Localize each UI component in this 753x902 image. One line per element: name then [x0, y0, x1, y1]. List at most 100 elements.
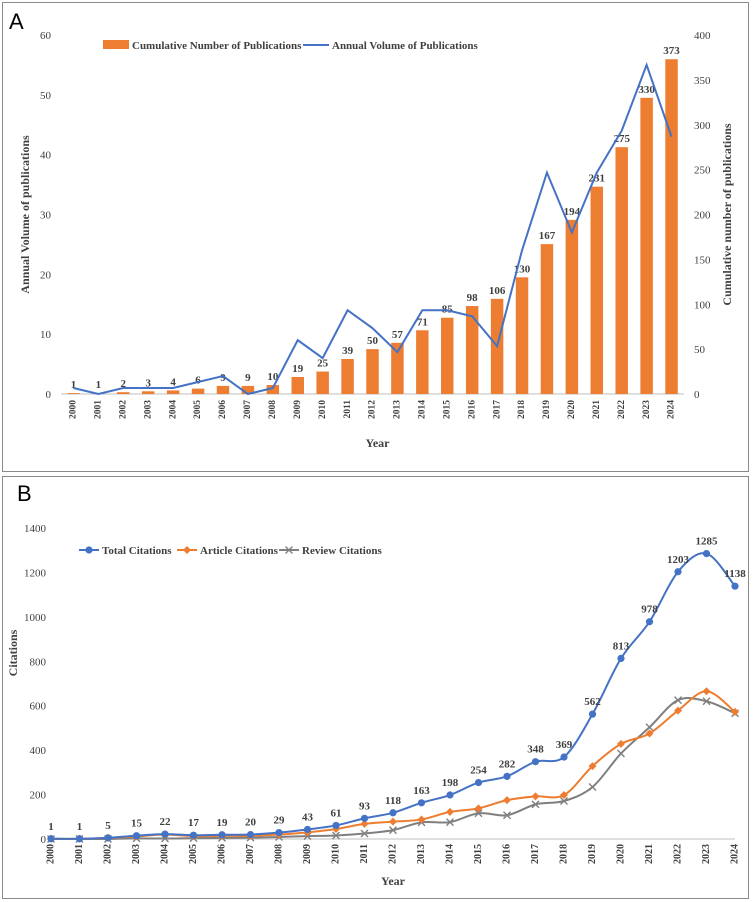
y-tick-label: 30: [40, 210, 52, 222]
marker-total-citations: [132, 832, 141, 840]
x-tick-label: 2013: [393, 400, 403, 419]
data-label-total-citations: 1138: [724, 568, 746, 580]
marker-article-citations: [731, 707, 739, 716]
x-tick-label: 2002: [102, 844, 113, 864]
x-tick-label: 2017: [492, 400, 502, 419]
x-tick-label: 2008: [268, 400, 278, 419]
bar-data-label: 9: [245, 372, 251, 384]
bar-data-label: 1: [71, 379, 77, 391]
x-tick-label: 2010: [330, 844, 341, 864]
y-axis-title: Citations: [6, 629, 20, 676]
bar-cumulative: [291, 376, 304, 394]
marker-article-citations: [588, 762, 597, 771]
x-tick-label: 2006: [218, 400, 228, 419]
x-tick-label: 2022: [617, 400, 627, 419]
legend-marker-diamond: [183, 546, 191, 554]
y2-tick-label: 200: [694, 210, 711, 222]
marker-total-citations: [161, 830, 169, 838]
marker-review-citations: [531, 800, 540, 809]
legend-marker-x: [285, 546, 293, 554]
x-tick-label: 2020: [567, 400, 577, 419]
marker-total-citations: [275, 828, 283, 837]
marker-total-citations: [674, 568, 682, 576]
marker-article-citations: [702, 687, 711, 696]
data-label-total-citations: 1: [48, 821, 54, 833]
data-label-total-citations: 163: [413, 785, 430, 797]
bar-data-label: 330: [638, 84, 655, 96]
marker-review-citations: [674, 696, 682, 705]
series-line-article-citations: [50, 690, 736, 840]
bar-cumulative: [67, 393, 80, 394]
bar-cumulative: [341, 358, 354, 394]
y2-tick-label: 250: [694, 165, 711, 177]
panel-a: A 0 10 20 30 40 50 60 0 50 100 150 200 250 300 350 400 1…: [2, 2, 749, 472]
marker-review-citations: [617, 749, 625, 758]
marker-article-citations: [417, 815, 426, 824]
bar-data-label: 9: [220, 372, 226, 384]
data-label-total-citations: 1285: [696, 536, 719, 548]
bar-cumulative: [416, 330, 429, 394]
line-annual-volume: [73, 61, 673, 396]
bar-data-label: 25: [317, 358, 329, 370]
marker-article-citations: [531, 792, 540, 801]
marker-total-citations: [47, 835, 55, 843]
x-tick-label: 2012: [387, 844, 398, 864]
bar-data-label: 19: [292, 363, 304, 375]
x-tick-label: 2006: [216, 844, 227, 864]
bar-data-label: 6: [195, 375, 201, 387]
x-tick-label: 2008: [273, 844, 284, 864]
marker-total-citations: [588, 710, 597, 718]
marker-total-citations: [417, 799, 426, 807]
x-tick-label: 2003: [131, 844, 142, 864]
data-label-total-citations: 29: [274, 815, 286, 827]
bar-cumulative: [615, 147, 628, 394]
marker-article-citations: [674, 706, 682, 715]
data-label-total-citations: 93: [359, 800, 371, 812]
bar-cumulative: [117, 392, 130, 394]
marker-article-citations: [560, 791, 568, 800]
marker-review-citations: [474, 809, 483, 818]
x-axis-title: Year: [381, 874, 406, 888]
y-tick-label: 20: [40, 269, 52, 281]
marker-article-citations: [389, 817, 397, 826]
x-tick-label: 2001: [74, 844, 85, 864]
y-tick-label: 1000: [24, 612, 47, 624]
y-axis-title: Annual Volume of publications: [18, 135, 32, 294]
marker-total-citations: [303, 825, 312, 834]
bar-cumulative: [366, 349, 379, 394]
bar-cumulative: [166, 390, 180, 394]
x-tick-label: 2018: [558, 844, 569, 864]
bar-data-label: 373: [663, 45, 680, 57]
y-tick-label: 200: [30, 790, 47, 802]
x-tick-label: 2000: [45, 844, 56, 864]
bar-data-label: 3: [145, 377, 151, 389]
bar-data-label: 106: [489, 285, 506, 297]
data-label-total-citations: 562: [584, 696, 601, 708]
bar-cumulative: [590, 186, 604, 394]
marker-review-citations: [389, 826, 397, 835]
bar-cumulative: [241, 385, 255, 394]
data-label-total-citations: 813: [613, 640, 630, 652]
y-tick-label: 60: [40, 30, 52, 42]
y2-tick-label: 350: [694, 75, 711, 87]
data-label-total-citations: 282: [499, 758, 516, 770]
legend-label: Article Citations: [200, 545, 279, 557]
marker-total-citations: [560, 753, 568, 761]
bar-data-label: 71: [417, 316, 428, 328]
y-tick-label: 800: [30, 656, 47, 668]
data-label-total-citations: 978: [641, 604, 658, 616]
bar-data-label: 98: [467, 292, 479, 304]
bar-cumulative: [441, 317, 454, 394]
marker-article-citations: [474, 804, 483, 813]
bar-cumulative: [391, 342, 404, 394]
marker-review-citations: [702, 697, 711, 706]
y2-axis-title: Cumulative number of publications: [720, 123, 734, 305]
legend-marker-circle: [85, 546, 93, 554]
x-tick-label: 2020: [615, 844, 626, 864]
x-axis-title: Year: [366, 436, 391, 450]
bar-cumulative: [141, 391, 155, 394]
marker-review-citations: [560, 797, 568, 806]
legend-label: Total Citations: [102, 545, 172, 557]
marker-article-citations: [617, 739, 625, 748]
